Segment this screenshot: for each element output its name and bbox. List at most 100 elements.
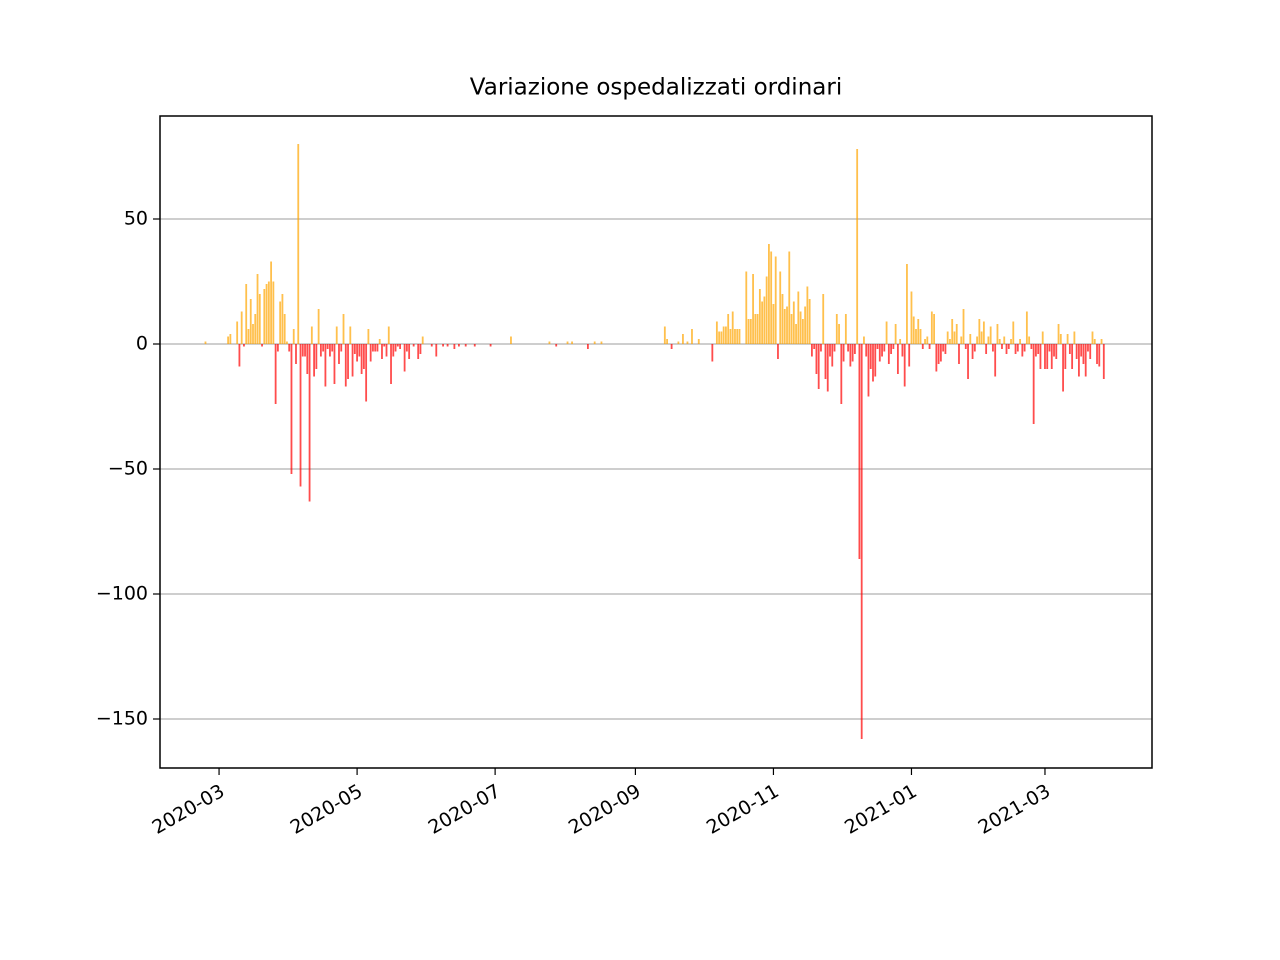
bar <box>955 324 958 344</box>
bar <box>946 331 949 344</box>
bar <box>987 336 990 344</box>
bar <box>227 336 230 344</box>
bar <box>1005 344 1008 354</box>
bar <box>310 326 313 344</box>
bar <box>752 274 754 344</box>
bar <box>1089 344 1092 359</box>
bar <box>263 289 266 344</box>
bars <box>204 144 1105 739</box>
bar <box>890 344 893 354</box>
bar <box>385 344 388 357</box>
bar <box>765 276 768 344</box>
bar <box>761 301 764 344</box>
bar <box>292 329 295 344</box>
bar <box>892 344 895 349</box>
bar <box>670 344 673 349</box>
bar <box>781 294 784 344</box>
bar <box>1050 344 1053 369</box>
bar <box>734 329 736 344</box>
bar <box>840 344 843 404</box>
bar <box>1071 344 1074 369</box>
bar <box>1098 344 1101 367</box>
bar <box>745 271 748 344</box>
bar <box>254 314 257 344</box>
bar <box>458 344 460 347</box>
bar <box>340 344 343 352</box>
bar <box>964 344 967 349</box>
bar <box>299 344 302 487</box>
bar <box>790 314 793 344</box>
bar <box>372 344 374 352</box>
bar <box>1035 344 1037 357</box>
bar <box>917 319 920 344</box>
bar <box>1064 344 1067 369</box>
bar <box>729 329 732 344</box>
bar <box>989 326 992 344</box>
bar <box>367 329 370 344</box>
bar <box>245 284 248 344</box>
bar <box>1053 344 1055 357</box>
bar <box>826 344 829 392</box>
bar <box>286 341 288 344</box>
bar <box>901 344 904 357</box>
x-tick-label: 2021-03 <box>974 780 1054 839</box>
axes: −150 −100 −50 0 50 2020-03 2020-05 2020-07 2020-… <box>96 115 1153 839</box>
bar <box>942 344 945 352</box>
bar <box>1084 344 1087 377</box>
bar <box>691 329 693 344</box>
bar <box>749 319 752 344</box>
bar <box>874 344 877 377</box>
bar <box>811 344 813 357</box>
bar <box>267 281 270 344</box>
bar <box>1055 344 1058 359</box>
bar <box>1016 344 1019 352</box>
x-tick-label: 2020-11 <box>703 780 783 839</box>
bar <box>711 344 714 362</box>
bar <box>1078 344 1080 377</box>
bar <box>356 344 358 362</box>
bar <box>489 344 492 347</box>
bar <box>1019 339 1021 344</box>
bar <box>763 296 766 344</box>
bar <box>996 324 999 344</box>
bar <box>1032 344 1035 424</box>
x-tick-label: 2020-09 <box>565 780 645 839</box>
bar <box>1057 324 1060 344</box>
bar <box>899 339 902 344</box>
bar <box>937 344 940 364</box>
bar <box>374 344 377 352</box>
bar <box>903 344 906 387</box>
bar <box>831 344 834 367</box>
bar <box>408 344 411 359</box>
bar <box>1028 336 1031 344</box>
bar <box>663 326 666 344</box>
bar <box>910 291 913 344</box>
bar <box>430 344 433 347</box>
bar <box>715 321 718 344</box>
bar <box>865 344 868 357</box>
bar <box>777 344 779 359</box>
bar <box>1001 344 1003 349</box>
bar <box>1041 331 1044 344</box>
bar <box>915 329 917 344</box>
bar <box>283 314 286 344</box>
bar <box>1087 344 1089 352</box>
bar <box>281 294 284 344</box>
y-tick-label: −100 <box>96 583 148 605</box>
bar <box>349 326 352 344</box>
bar <box>261 344 263 347</box>
bar <box>297 144 300 344</box>
bar <box>593 341 596 344</box>
bar <box>351 344 354 377</box>
bar <box>1007 344 1010 349</box>
bar <box>276 344 279 352</box>
bar <box>1093 339 1096 344</box>
bar <box>421 336 424 344</box>
bar <box>973 344 976 352</box>
bar <box>313 344 315 377</box>
bar <box>369 344 372 362</box>
bar <box>319 344 322 357</box>
bar <box>944 344 947 354</box>
bar <box>600 341 603 344</box>
